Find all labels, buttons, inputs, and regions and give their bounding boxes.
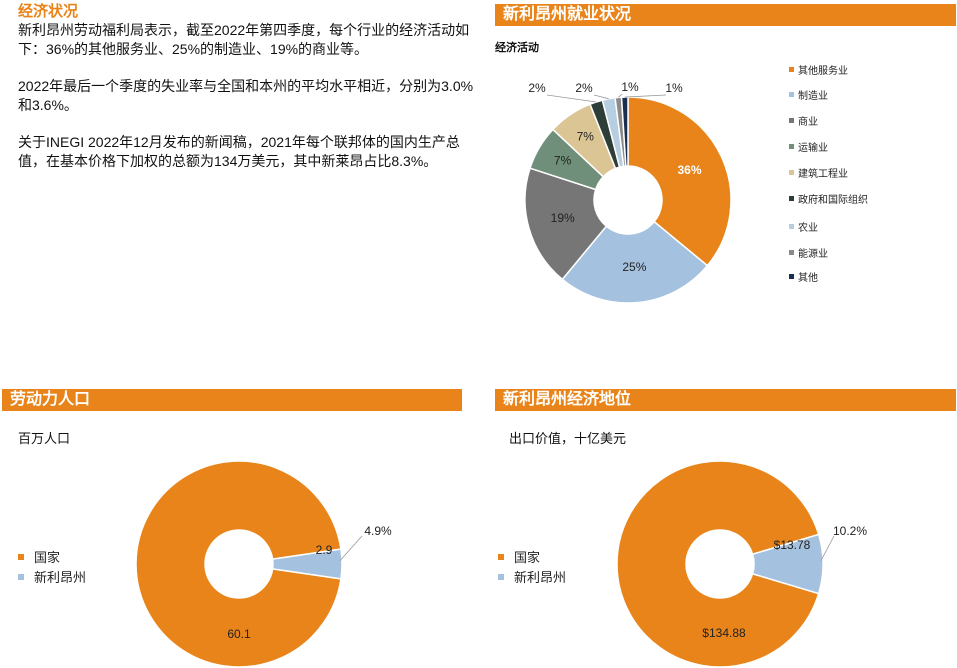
legend-item: 农业 xyxy=(789,219,818,234)
legend-swatch xyxy=(498,574,504,580)
legend-swatch xyxy=(789,67,794,72)
legend-label: 其他 xyxy=(798,273,818,284)
legend-label: 建筑工程业 xyxy=(798,169,848,180)
legend-swatch xyxy=(18,574,24,580)
legend-label: 其他服务业 xyxy=(798,66,848,77)
legend-swatch xyxy=(789,118,794,123)
legend-item: 商业 xyxy=(789,113,818,128)
labor-legend: 国家 新利昂州 xyxy=(18,547,128,587)
pie-slice xyxy=(616,460,820,668)
pie-slice xyxy=(627,96,732,267)
leader-line xyxy=(593,94,609,100)
economy-title: 经济状况 xyxy=(18,4,79,20)
pie-slice xyxy=(524,167,608,281)
data-label: $134.88 xyxy=(702,626,746,640)
employment-legend: 其他服务业制造业商业运输业建筑工程业政府和国际组织 农业能源业其他 xyxy=(789,60,949,290)
legend-item: 建筑工程业 xyxy=(789,165,848,180)
data-label: $13.78 xyxy=(774,538,811,552)
leader-line xyxy=(624,94,667,98)
share-label: 10.2% xyxy=(833,524,867,538)
legend-item: 其他 xyxy=(789,269,818,284)
legend-label: 农业 xyxy=(798,223,818,234)
legend-label: 新利昂州 xyxy=(34,570,87,585)
data-label: 36% xyxy=(678,163,702,177)
legend-swatch xyxy=(789,170,794,175)
legend-label: 国家 xyxy=(34,550,61,565)
pie-slice xyxy=(561,220,709,304)
legend-item: 新利昂州 xyxy=(498,567,566,586)
labor-banner: 劳动力人口 xyxy=(2,389,462,411)
legend-item: 其他服务业 xyxy=(789,62,848,77)
legend-item: 国家 xyxy=(18,547,60,566)
pie-slice xyxy=(620,96,629,167)
position-legend: 国家 新利昂州 xyxy=(498,547,608,587)
legend-item: 运输业 xyxy=(789,139,828,154)
labor-donut-chart: 60.1 2.9 4.9% xyxy=(135,460,392,668)
legend-swatch xyxy=(498,554,504,560)
legend-swatch xyxy=(789,144,794,149)
data-label: 2% xyxy=(575,81,593,95)
data-label: 7% xyxy=(577,129,595,143)
legend-swatch xyxy=(789,196,794,201)
leader-line xyxy=(546,94,597,103)
leader-line xyxy=(618,93,623,98)
legend-swatch xyxy=(789,250,794,255)
legend-swatch xyxy=(789,224,794,229)
economy-paragraph-3: 关于INEGI 2022年12月发布的新闻稿，2021年每个联邦体的国内生产总值… xyxy=(18,134,460,169)
economy-paragraph-1: 新利昂州劳动福利局表示，截至2022年第四季度，每个行业的经济活动如下：36%的… xyxy=(18,22,470,57)
legend-swatch xyxy=(18,554,24,560)
data-label: 2% xyxy=(528,81,546,95)
legend-item: 能源业 xyxy=(789,245,828,260)
legend-item: 制造业 xyxy=(789,87,828,102)
legend-swatch xyxy=(789,92,794,97)
position-chart-unit: 出口价值，十亿美元 xyxy=(509,431,627,446)
legend-label: 运输业 xyxy=(798,143,828,154)
legend-label: 制造业 xyxy=(798,91,828,102)
pie-slice xyxy=(751,533,824,595)
legend-swatch xyxy=(789,274,794,279)
data-label: 2.9 xyxy=(316,543,333,557)
legend-item: 新利昂州 xyxy=(18,567,86,586)
employment-donut-chart: 36% 25% 19% 7% 7% 2% 2% 1% 1% xyxy=(524,80,732,304)
legend-item: 政府和国际组织 xyxy=(789,191,868,206)
data-label: 7% xyxy=(554,153,572,167)
leader-line xyxy=(339,535,363,562)
position-banner: 新利昂州经济地位 xyxy=(495,389,956,411)
data-label: 60.1 xyxy=(227,627,251,641)
data-label: 25% xyxy=(622,260,646,274)
labor-chart-unit: 百万人口 xyxy=(18,431,71,446)
employment-banner: 新利昂州就业状况 xyxy=(495,4,956,26)
legend-item: 国家 xyxy=(498,547,540,566)
pie-slice xyxy=(135,460,342,668)
share-label: 4.9% xyxy=(364,524,392,538)
legend-label: 商业 xyxy=(798,117,818,128)
data-label: 19% xyxy=(551,211,575,225)
economy-paragraph-2: 2022年最后一个季度的失业率与全国和本州的平均水平相近，分别为3.0%和3.6… xyxy=(18,78,474,113)
legend-label: 国家 xyxy=(514,550,541,565)
data-label: 1% xyxy=(665,81,683,95)
legend-label: 能源业 xyxy=(798,249,828,260)
data-label: 1% xyxy=(621,80,639,94)
legend-label: 政府和国际组织 xyxy=(798,195,868,206)
employment-chart-subtitle: 经济活动 xyxy=(495,42,539,54)
legend-label: 新利昂州 xyxy=(514,570,567,585)
position-donut-chart: $134.88 $13.78 10.2% xyxy=(616,460,867,668)
leader-line xyxy=(820,535,835,562)
